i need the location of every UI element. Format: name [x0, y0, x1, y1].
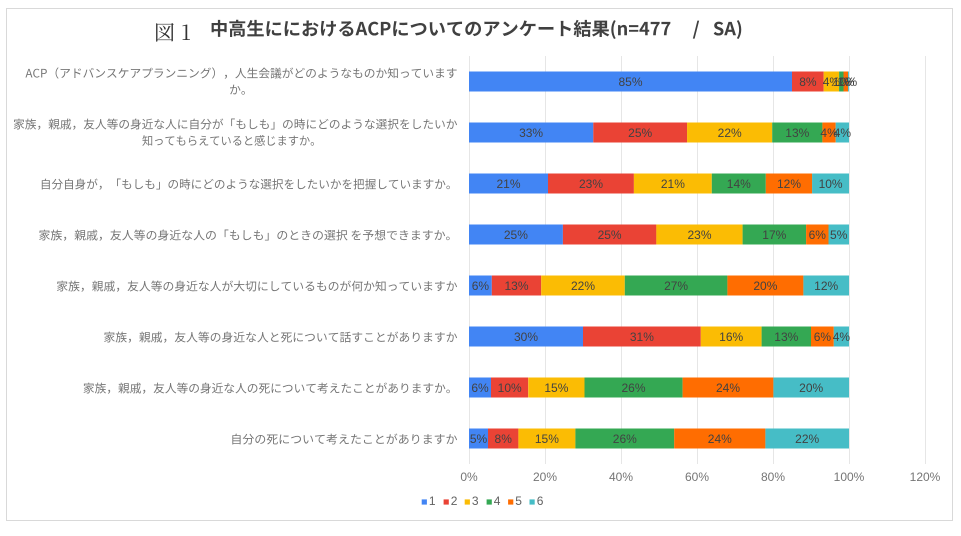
svg-text:26%: 26% — [613, 432, 637, 446]
svg-text:20%: 20% — [799, 381, 823, 395]
svg-text:25%: 25% — [628, 126, 652, 140]
svg-text:10%: 10% — [498, 381, 522, 395]
svg-text:6%: 6% — [472, 279, 490, 293]
svg-text:120%: 120% — [910, 470, 941, 484]
svg-text:60%: 60% — [685, 470, 709, 484]
svg-text:6%: 6% — [471, 381, 489, 395]
svg-text:6%: 6% — [809, 228, 827, 242]
svg-text:1%: 1% — [833, 75, 851, 89]
svg-text:22%: 22% — [571, 279, 595, 293]
svg-text:33%: 33% — [519, 126, 543, 140]
svg-text:20%: 20% — [533, 470, 557, 484]
svg-text:12%: 12% — [814, 279, 838, 293]
svg-text:31%: 31% — [630, 330, 654, 344]
svg-text:20%: 20% — [753, 279, 777, 293]
svg-text:2: 2 — [451, 494, 458, 508]
svg-text:25%: 25% — [504, 228, 528, 242]
svg-text:27%: 27% — [664, 279, 688, 293]
svg-text:21%: 21% — [661, 177, 685, 191]
svg-text:1: 1 — [429, 494, 436, 508]
svg-text:85%: 85% — [618, 75, 642, 89]
svg-text:15%: 15% — [544, 381, 568, 395]
svg-text:6: 6 — [537, 494, 544, 508]
svg-text:0%: 0% — [460, 470, 478, 484]
svg-text:22%: 22% — [718, 126, 742, 140]
svg-text:12%: 12% — [777, 177, 801, 191]
svg-text:10%: 10% — [819, 177, 843, 191]
svg-text:100%: 100% — [834, 470, 865, 484]
svg-text:24%: 24% — [708, 432, 732, 446]
svg-text:17%: 17% — [762, 228, 786, 242]
svg-text:40%: 40% — [609, 470, 633, 484]
svg-text:5: 5 — [515, 494, 522, 508]
svg-text:13%: 13% — [774, 330, 798, 344]
svg-text:4%: 4% — [834, 126, 852, 140]
svg-text:3: 3 — [472, 494, 479, 508]
svg-text:5%: 5% — [830, 228, 848, 242]
svg-text:23%: 23% — [687, 228, 711, 242]
svg-text:14%: 14% — [727, 177, 751, 191]
svg-text:16%: 16% — [719, 330, 743, 344]
svg-text:4%: 4% — [820, 126, 838, 140]
svg-text:25%: 25% — [598, 228, 622, 242]
svg-text:80%: 80% — [761, 470, 785, 484]
svg-text:13%: 13% — [504, 279, 528, 293]
svg-text:26%: 26% — [621, 381, 645, 395]
svg-text:4%: 4% — [833, 330, 851, 344]
svg-text:8%: 8% — [495, 432, 513, 446]
svg-text:8%: 8% — [799, 75, 817, 89]
svg-text:23%: 23% — [579, 177, 603, 191]
svg-text:24%: 24% — [716, 381, 740, 395]
svg-text:22%: 22% — [795, 432, 819, 446]
svg-text:30%: 30% — [514, 330, 538, 344]
svg-text:1%: 1% — [837, 75, 855, 89]
svg-text:5%: 5% — [470, 432, 488, 446]
svg-text:6%: 6% — [814, 330, 832, 344]
svg-text:0%: 0% — [840, 75, 858, 89]
svg-text:4: 4 — [494, 494, 501, 508]
svg-text:4%: 4% — [823, 75, 841, 89]
svg-text:15%: 15% — [535, 432, 559, 446]
svg-text:13%: 13% — [785, 126, 809, 140]
svg-text:21%: 21% — [496, 177, 520, 191]
